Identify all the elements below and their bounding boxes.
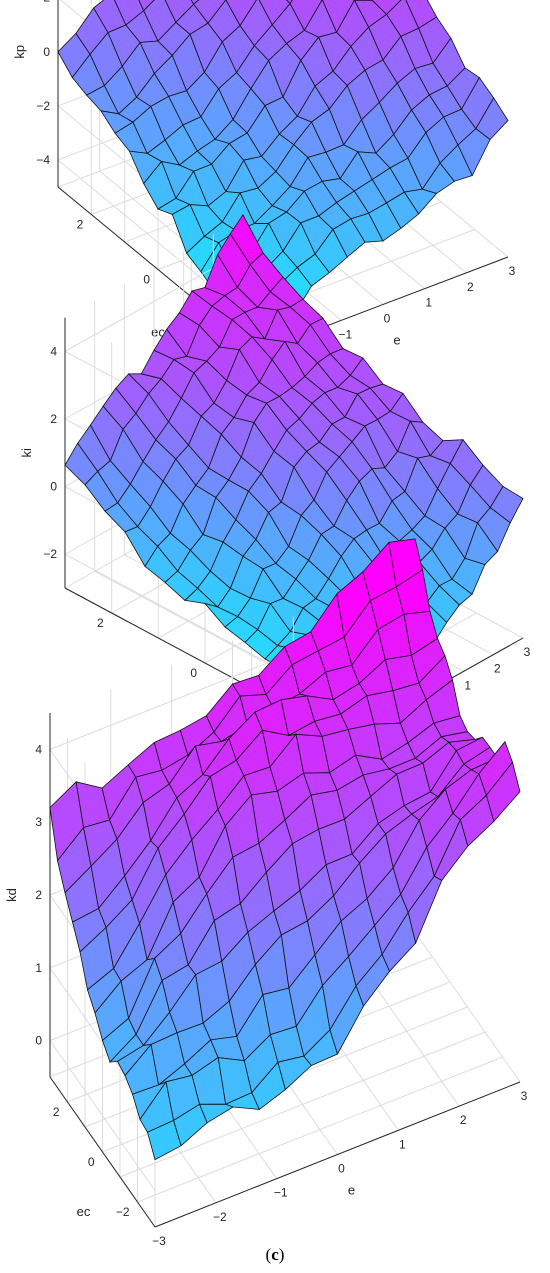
panel-c: −3 −2 −1 0 1 2 3 −2 0 2 0 1 2 3 4 e ec kd (c) (0, 538, 550, 1273)
x-tick-label: 0 (338, 1162, 345, 1176)
y-tick-label: 2 (97, 616, 104, 630)
x-tick-label: −1 (274, 1186, 288, 1200)
surface-patch (286, 0, 293, 5)
y-tick-label: 0 (143, 273, 150, 287)
grid-line (119, 1031, 486, 1178)
z-tick-label: 0 (50, 480, 57, 494)
y-axis-line (49, 1076, 156, 1228)
y-tick-label: 0 (190, 666, 197, 680)
x-tick-label: 2 (460, 1113, 467, 1127)
surface-patch (489, 485, 524, 524)
z-tick-label: −2 (36, 99, 50, 113)
tick-labels: −3 −2 −1 0 1 2 3 −2 0 2 0 1 2 3 4 e ec kd (4, 742, 528, 1248)
x-tick-label: −1 (338, 327, 352, 341)
z-tick-label: 3 (35, 815, 42, 829)
z-tick-label: 4 (50, 344, 57, 358)
x-tick-label: 2 (467, 280, 474, 294)
y-tick-label: 2 (77, 218, 84, 232)
x-tick-label: −2 (213, 1210, 227, 1224)
x-tick-label: 1 (425, 296, 432, 310)
z-tick-label: −4 (36, 153, 50, 167)
x-axis-label: e (348, 1183, 355, 1198)
x-tick-label: 0 (384, 312, 391, 326)
z-axis-label: ki (19, 448, 34, 458)
y-tick-label: 0 (88, 1155, 95, 1169)
x-axis-line (154, 1081, 521, 1228)
y-tick-label: 2 (53, 1105, 60, 1119)
x-tick-label: 1 (464, 678, 471, 692)
x-tick-label: 1 (399, 1137, 406, 1151)
x-tick-label: 3 (521, 1089, 528, 1103)
z-axis-label: kd (4, 888, 19, 902)
surface (49, 538, 521, 1161)
z-tick-label: 1 (35, 961, 42, 975)
grid-line (137, 1056, 503, 1203)
z-tick-label: 2 (43, 0, 50, 5)
caption-c: (c) (265, 1245, 285, 1264)
surface-plot-kd: −3 −2 −1 0 1 2 3 −2 0 2 0 1 2 3 4 e ec kd (4, 538, 528, 1248)
x-tick-label: −3 (152, 1234, 166, 1248)
z-tick-label: 2 (50, 412, 57, 426)
y-tick-label: −2 (116, 1205, 130, 1219)
z-tick-label: 2 (35, 888, 42, 902)
x-axis-label: e (393, 333, 400, 348)
z-tick-label: 0 (43, 45, 50, 59)
x-tick-label: 2 (494, 662, 501, 676)
surface-patch (190, 0, 200, 5)
z-tick-label: −2 (43, 547, 57, 561)
z-tick-label: 4 (35, 742, 42, 756)
x-tick-label: 3 (509, 264, 516, 278)
surface-patch (475, 97, 509, 141)
surface-patch (485, 761, 521, 823)
y-axis-label: ec (77, 1204, 91, 1219)
z-tick-label: 0 (35, 1034, 42, 1048)
y-axis-label: ec (151, 325, 165, 340)
surface-patch (138, 0, 155, 12)
z-axis-label: kp (12, 45, 27, 59)
x-tick-label: 3 (524, 645, 531, 659)
